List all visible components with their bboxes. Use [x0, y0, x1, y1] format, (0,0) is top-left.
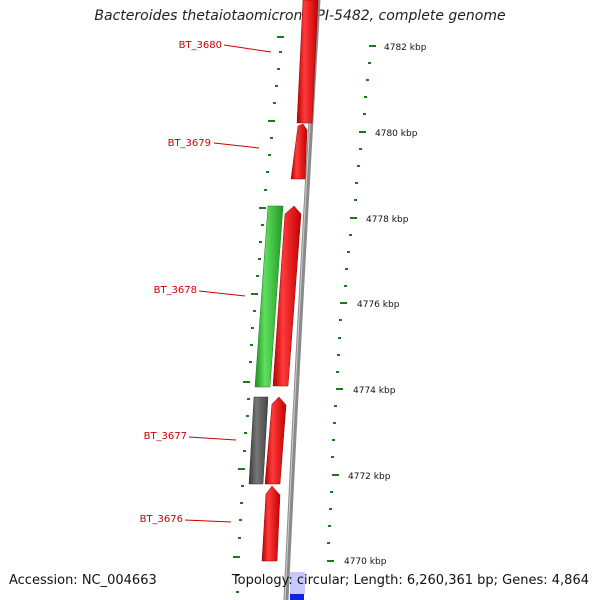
- scale-label: 4782 kbp: [384, 43, 427, 53]
- scale-label: 4772 kbp: [348, 472, 391, 482]
- gene-arrow-bt3680[interactable]: [296, 0, 319, 124]
- svg-text:BT_3677: BT_3677: [144, 431, 187, 442]
- highlight-region[interactable]: [290, 572, 305, 600]
- gene-labels: BT_3680 BT_3679 BT_3678 BT_3677 BT_3676: [140, 40, 272, 525]
- scale-label: 4774 kbp: [353, 386, 396, 396]
- gene-arrow-bt3679[interactable]: [290, 123, 308, 180]
- gene-label-bt3679[interactable]: BT_3679: [168, 138, 260, 149]
- gene-label-bt3676[interactable]: BT_3676: [140, 514, 232, 525]
- gene-arrow-bt3678-rev[interactable]: [254, 205, 284, 388]
- forward-genes: [261, 0, 319, 562]
- inner-tick-ring: [233, 36, 284, 593]
- scale-label: 4778 kbp: [366, 215, 409, 225]
- svg-text:BT_3680: BT_3680: [179, 40, 222, 51]
- gene-arrow-bt3677-rev[interactable]: [248, 396, 269, 485]
- outer-tick-ring: [327, 45, 376, 562]
- topology-value: Topology: circular; Length: 6,260,361 bp…: [231, 573, 589, 588]
- gene-arrow-bt3676[interactable]: [261, 485, 281, 562]
- svg-text:BT_3676: BT_3676: [140, 514, 183, 525]
- topology-text: Topology: circular; Length: 6,260,361 bp…: [232, 573, 589, 588]
- scale-label: 4776 kbp: [357, 300, 400, 310]
- gene-label-bt3678[interactable]: BT_3678: [154, 285, 246, 297]
- accession-text: Accession: NC_004663: [9, 573, 157, 588]
- svg-text:BT_3679: BT_3679: [168, 138, 211, 149]
- scale-labels: 4782 kbp 4780 kbp 4778 kbp 4776 kbp 4774…: [344, 43, 427, 567]
- map-title: Bacteroides thetaiotaomicron VPI-5482, c…: [94, 8, 506, 24]
- gene-label-bt3677[interactable]: BT_3677: [144, 431, 237, 442]
- gene-arrow-bt3678-fwd[interactable]: [272, 205, 302, 387]
- scale-label: 4770 kbp: [344, 557, 387, 567]
- gene-arrow-bt3677-fwd[interactable]: [264, 396, 287, 485]
- scale-label: 4780 kbp: [375, 129, 418, 139]
- gene-label-bt3680[interactable]: BT_3680: [179, 40, 272, 53]
- svg-text:BT_3678: BT_3678: [154, 285, 197, 296]
